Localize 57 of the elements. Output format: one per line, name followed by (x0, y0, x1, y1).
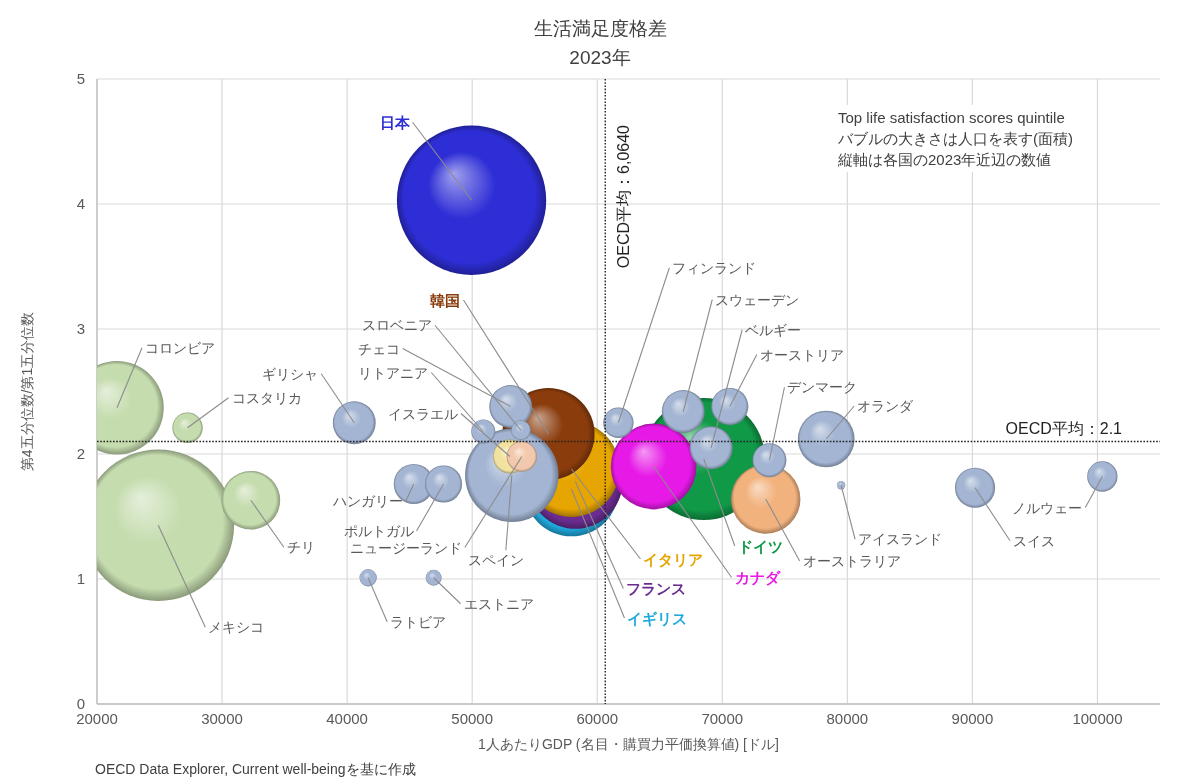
point-label: エストニア (463, 595, 534, 612)
subtitle: 2023年 (569, 47, 631, 68)
x-tick: 40000 (326, 710, 368, 727)
point-label: コロンビア (145, 339, 215, 356)
point-label: リトアニア (358, 364, 429, 381)
x-tick: 90000 (951, 710, 994, 727)
note: 縦軸は各国の2023年近辺の数値 (838, 151, 1052, 168)
point-label: ギリシャ (262, 365, 319, 382)
x-tick: 20000 (76, 710, 118, 727)
point-label: オーストラリア (802, 553, 901, 569)
point-label: ベルギー (745, 321, 802, 338)
point-label: オーストリア (759, 346, 844, 363)
point-label: ポルトガル (343, 523, 414, 539)
x-label: 1人あたりGDP (名目・購買力平価換算値) [ドル] (478, 736, 779, 752)
point-label: デンマーク (787, 379, 858, 396)
point-label: 日本 (379, 113, 410, 131)
point-label: スイス (1013, 532, 1056, 549)
point-label: ラトビア (390, 613, 447, 630)
y-tick: 4 (76, 195, 85, 212)
point-label: 韓国 (430, 291, 461, 309)
point-label: カナダ (734, 569, 780, 586)
ref-label: OECD平均：2.1 (1005, 419, 1122, 437)
note: Top life satisfaction scores quintile (838, 109, 1065, 126)
point-label: メキシコ (208, 619, 265, 636)
x-tick: 50000 (451, 710, 494, 727)
point-label: チェコ (357, 340, 400, 357)
x-tick: 70000 (701, 710, 744, 727)
y-tick: 5 (76, 70, 85, 87)
point-label: ドイツ (737, 537, 783, 555)
y-tick: 1 (76, 570, 85, 587)
ref-label: OECD平均：6,0640 (615, 125, 633, 269)
point-label: スペイン (467, 552, 524, 569)
point-label: イギリス (627, 609, 688, 627)
point-label: イスラエル (387, 405, 458, 422)
source: OECD Data Explorer, Current well-beingを基に作成 (95, 761, 416, 777)
point-label: ノルウェー (1012, 499, 1083, 516)
y-tick: 2 (76, 445, 85, 462)
note: バブルの大きさは人口を表す(面積) (838, 130, 1073, 147)
point-label: ハンガリー (332, 493, 403, 509)
point-label: フランス (626, 580, 687, 597)
point-label: フィンランド (672, 259, 757, 276)
point-label: スロベニア (361, 317, 432, 334)
x-tick: 60000 (576, 710, 619, 727)
x-tick: 30000 (201, 710, 243, 727)
point-label: イタリア (643, 550, 704, 568)
point-label: アイスランド (858, 531, 943, 548)
point-label: スウェーデン (715, 291, 800, 308)
y-tick: 3 (76, 320, 85, 337)
point-label: コスタリカ (231, 389, 302, 406)
x-tick: 100000 (1072, 710, 1123, 727)
y-label: 第4五分位数/第1五分位数 (19, 311, 35, 472)
title: 生活満足度格差 (533, 18, 667, 39)
point-label: オランダ (857, 398, 914, 414)
x-tick: 80000 (826, 710, 869, 727)
point-label: チリ (286, 539, 315, 556)
y-tick: 0 (76, 695, 85, 712)
point-label: ニュージーランド (349, 539, 462, 556)
